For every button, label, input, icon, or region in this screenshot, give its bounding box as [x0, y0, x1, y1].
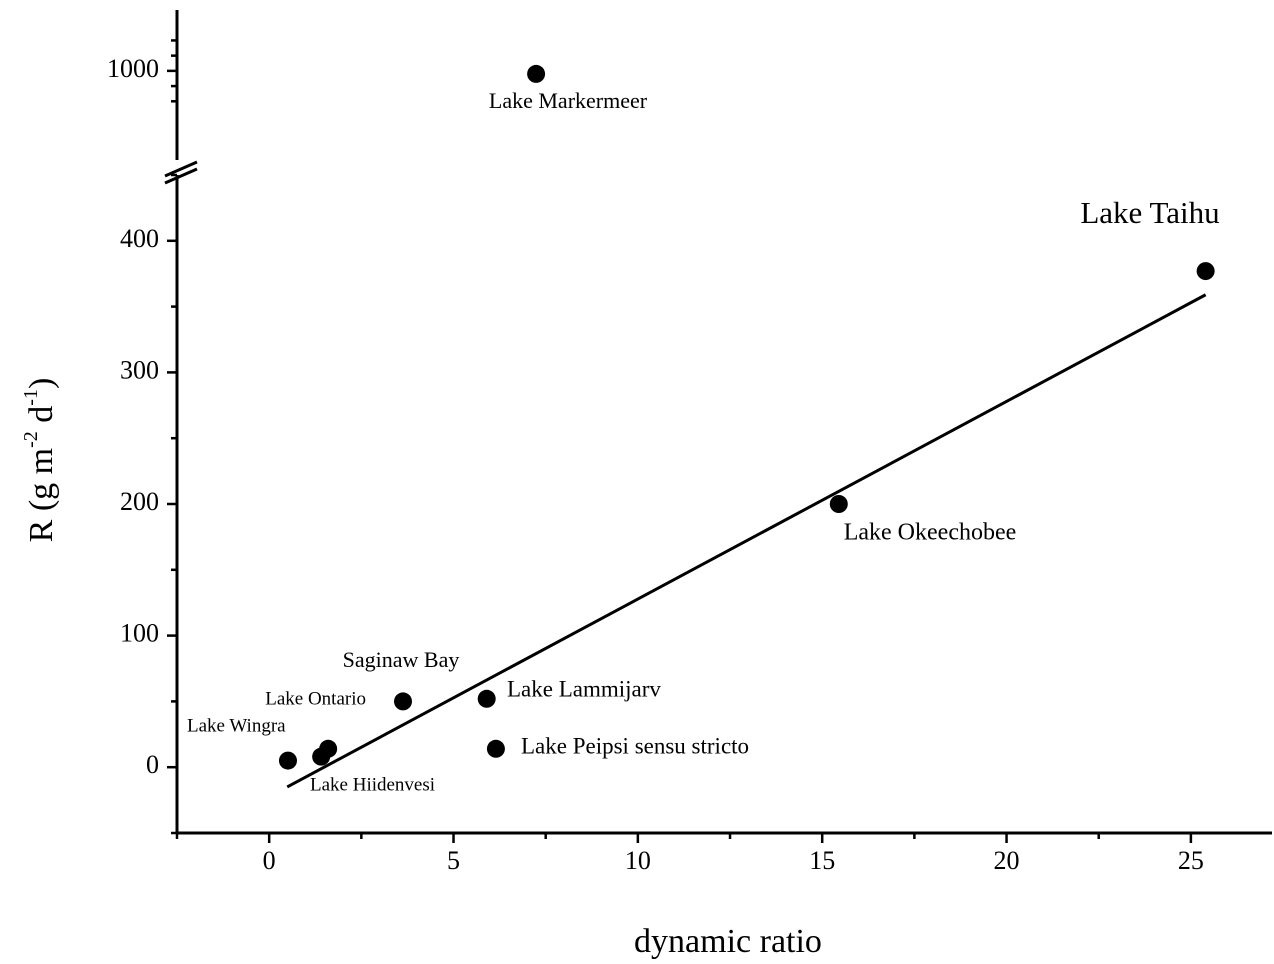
x-tick-label: 25 [1178, 846, 1204, 875]
point-label: Lake Peipsi sensu stricto [521, 733, 749, 758]
y-axis-label: R (g m-2 d-1) [20, 378, 60, 543]
data-point [477, 689, 496, 708]
point-label: Lake Lammijarv [507, 676, 661, 701]
y-tick-label: 0 [146, 750, 159, 779]
point-label: Lake Ontario [265, 688, 366, 709]
y-label-part: R (g m [23, 448, 60, 542]
y-tick-label: 200 [120, 487, 159, 516]
x-tick-label: 20 [994, 846, 1020, 875]
fit-line [286, 293, 1207, 789]
point-label: Lake Wingra [187, 715, 286, 736]
y-tick-label: 1000 [107, 54, 159, 83]
point-label: Saginaw Bay [343, 647, 460, 672]
y-label-superscript: -1 [20, 389, 42, 406]
data-point [312, 747, 331, 766]
data-point [1196, 262, 1215, 281]
y-tick-label: 100 [120, 619, 159, 648]
point-label: Lake Taihu [1080, 195, 1219, 230]
x-axis-label: dynamic ratio [634, 923, 822, 960]
data-point [829, 495, 848, 513]
x-tick-label: 5 [447, 846, 460, 875]
y-tick-label: 400 [120, 224, 159, 253]
axis-break [164, 160, 198, 185]
x-tick-label: 15 [809, 846, 835, 875]
y-label-superscript: -2 [20, 431, 42, 448]
data-point [394, 692, 413, 711]
x-tick-label: 0 [263, 846, 276, 875]
point-label: Lake Markermeer [489, 88, 648, 113]
y-label-part: ) [23, 378, 60, 389]
y-label-part: d [23, 406, 60, 432]
data-point [278, 751, 297, 770]
point-label: Lake Hiidenvesi [310, 774, 435, 795]
point-label: Lake Okeechobee [844, 520, 1017, 546]
data-point [486, 739, 505, 758]
x-tick-label: 10 [625, 846, 651, 875]
y-tick-label: 300 [120, 355, 159, 384]
data-point [527, 64, 546, 83]
